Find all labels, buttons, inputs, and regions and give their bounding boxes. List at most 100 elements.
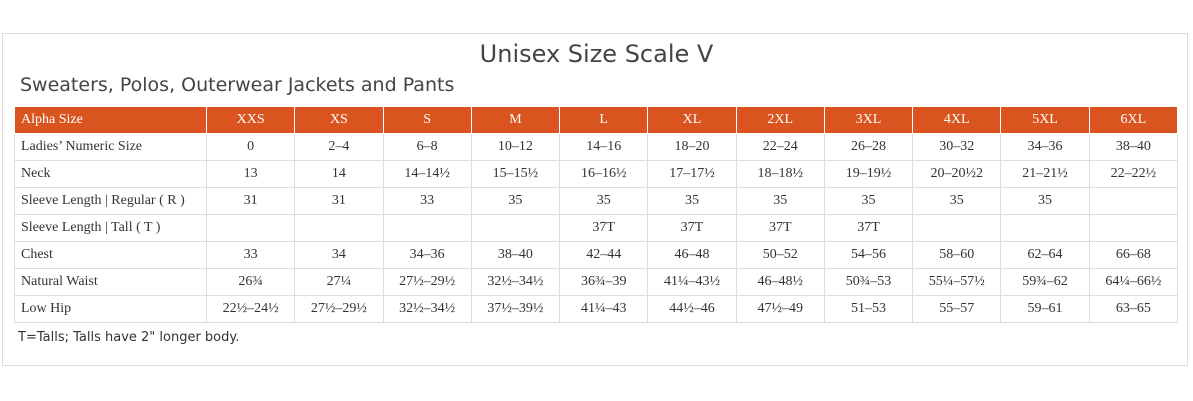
cell: 33 [205,241,296,269]
cell: 13 [205,160,296,188]
cell: 37½–39½ [470,295,561,323]
table-row: Ladies’ Numeric Size 0 2–4 6–8 10–12 14–16 18–… [14,133,1179,161]
cell: 66–68 [1088,241,1179,269]
column-header: 3XL [823,106,914,134]
subtitle: Sweaters, Polos, Outerwear Jackets and P… [20,74,455,96]
cell: 20–20½2 [912,160,1002,188]
cell: 34–36 [382,241,472,269]
cell: 2–4 [294,133,384,161]
cell: 16–16½ [559,160,649,188]
cell: 14 [294,160,384,188]
header-row: Alpha Size XXS XS S M L XL 2XL 3XL 4XL 5XL 6XL [14,106,1179,134]
size-table: Alpha Size XXS XS S M L XL 2XL 3XL 4XL 5XL 6XL Ladie… [14,106,1179,323]
cell: 50–52 [735,241,825,269]
cell: 37T [647,214,737,242]
cell: 37T [735,214,825,242]
cell: 55–57 [912,295,1002,323]
cell: 54–56 [823,241,914,269]
cell: 35 [1000,187,1090,215]
row-label: Chest [14,241,207,269]
cell: 58–60 [912,241,1002,269]
row-label: Natural Waist [14,268,207,296]
cell: 22–22½ [1088,160,1179,188]
row-label: Low Hip [14,295,207,323]
cell: 34 [294,241,384,269]
cell: 19–19½ [823,160,914,188]
cell [470,214,561,242]
column-header: XL [647,106,737,134]
cell: 31 [205,187,296,215]
row-label: Sleeve Length | Tall ( T ) [14,214,207,242]
column-header: L [559,106,649,134]
cell: 21–21½ [1000,160,1090,188]
row-label: Ladies’ Numeric Size [14,133,207,161]
cell: 34–36 [1000,133,1090,161]
column-header: M [470,106,561,134]
cell: 41¼–43 [559,295,649,323]
cell: 35 [735,187,825,215]
cell: 64¼–66½ [1088,268,1179,296]
cell [205,214,296,242]
table-row: Chest 33 34 34–36 38–40 42–44 46–48 50–52 54–56 5… [14,241,1179,269]
cell: 41¼–43½ [647,268,737,296]
cell: 55¼–57½ [912,268,1002,296]
cell: 50¾–53 [823,268,914,296]
cell: 30–32 [912,133,1002,161]
table-row: Sleeve Length | Regular ( R ) 31 31 33 35 35 3… [14,187,1179,215]
cell: 17–17½ [647,160,737,188]
cell: 46–48½ [735,268,825,296]
cell: 47½–49 [735,295,825,323]
table-row: Natural Waist 26¾ 27¼ 27½–29½ 32½–34½ 36¾–39 4… [14,268,1179,296]
title: Unisex Size Scale V [479,40,714,68]
cell: 31 [294,187,384,215]
cell [1088,214,1179,242]
cell: 59–61 [1000,295,1090,323]
cell: 18–18½ [735,160,825,188]
cell: 37T [823,214,914,242]
cell: 10–12 [470,133,561,161]
cell: 38–40 [470,241,561,269]
column-header: 5XL [1000,106,1090,134]
row-label: Sleeve Length | Regular ( R ) [14,187,207,215]
cell: 62–64 [1000,241,1090,269]
frame [2,33,1188,366]
cell: 27½–29½ [294,295,384,323]
column-header: S [382,106,472,134]
cell: 35 [823,187,914,215]
cell: 22½–24½ [205,295,296,323]
cell: 26¾ [205,268,296,296]
cell [1088,187,1179,215]
table-row: Low Hip 22½–24½ 27½–29½ 32½–34½ 37½–39½ 41¼–4… [14,295,1179,323]
column-header: XXS [205,106,296,134]
cell: 35 [559,187,649,215]
table-row: Sleeve Length | Tall ( T ) 37T 37T 37T 37T [14,214,1179,242]
cell: 32½–34½ [382,295,472,323]
cell: 27½–29½ [382,268,472,296]
cell: 14–16 [559,133,649,161]
column-header: XS [294,106,384,134]
cell: 44½–46 [647,295,737,323]
cell: 35 [912,187,1002,215]
row-label: Neck [14,160,207,188]
cell: 35 [647,187,737,215]
cell: 22–24 [735,133,825,161]
cell [1000,214,1090,242]
table-row: Neck 13 14 14–14½ 15–15½ 16–16½ 17–17½ 18–18½ 19… [14,160,1179,188]
cell: 14–14½ [382,160,472,188]
column-header: 4XL [912,106,1002,134]
cell: 63–65 [1088,295,1179,323]
column-header: 6XL [1088,106,1179,134]
cell [912,214,1002,242]
cell: 38–40 [1088,133,1179,161]
cell [382,214,472,242]
column-header: 2XL [735,106,825,134]
cell: 42–44 [559,241,649,269]
cell: 6–8 [382,133,472,161]
cell: 32½–34½ [470,268,561,296]
cell: 18–20 [647,133,737,161]
cell: 37T [559,214,649,242]
cell: 46–48 [647,241,737,269]
cell: 26–28 [823,133,914,161]
cell: 35 [470,187,561,215]
